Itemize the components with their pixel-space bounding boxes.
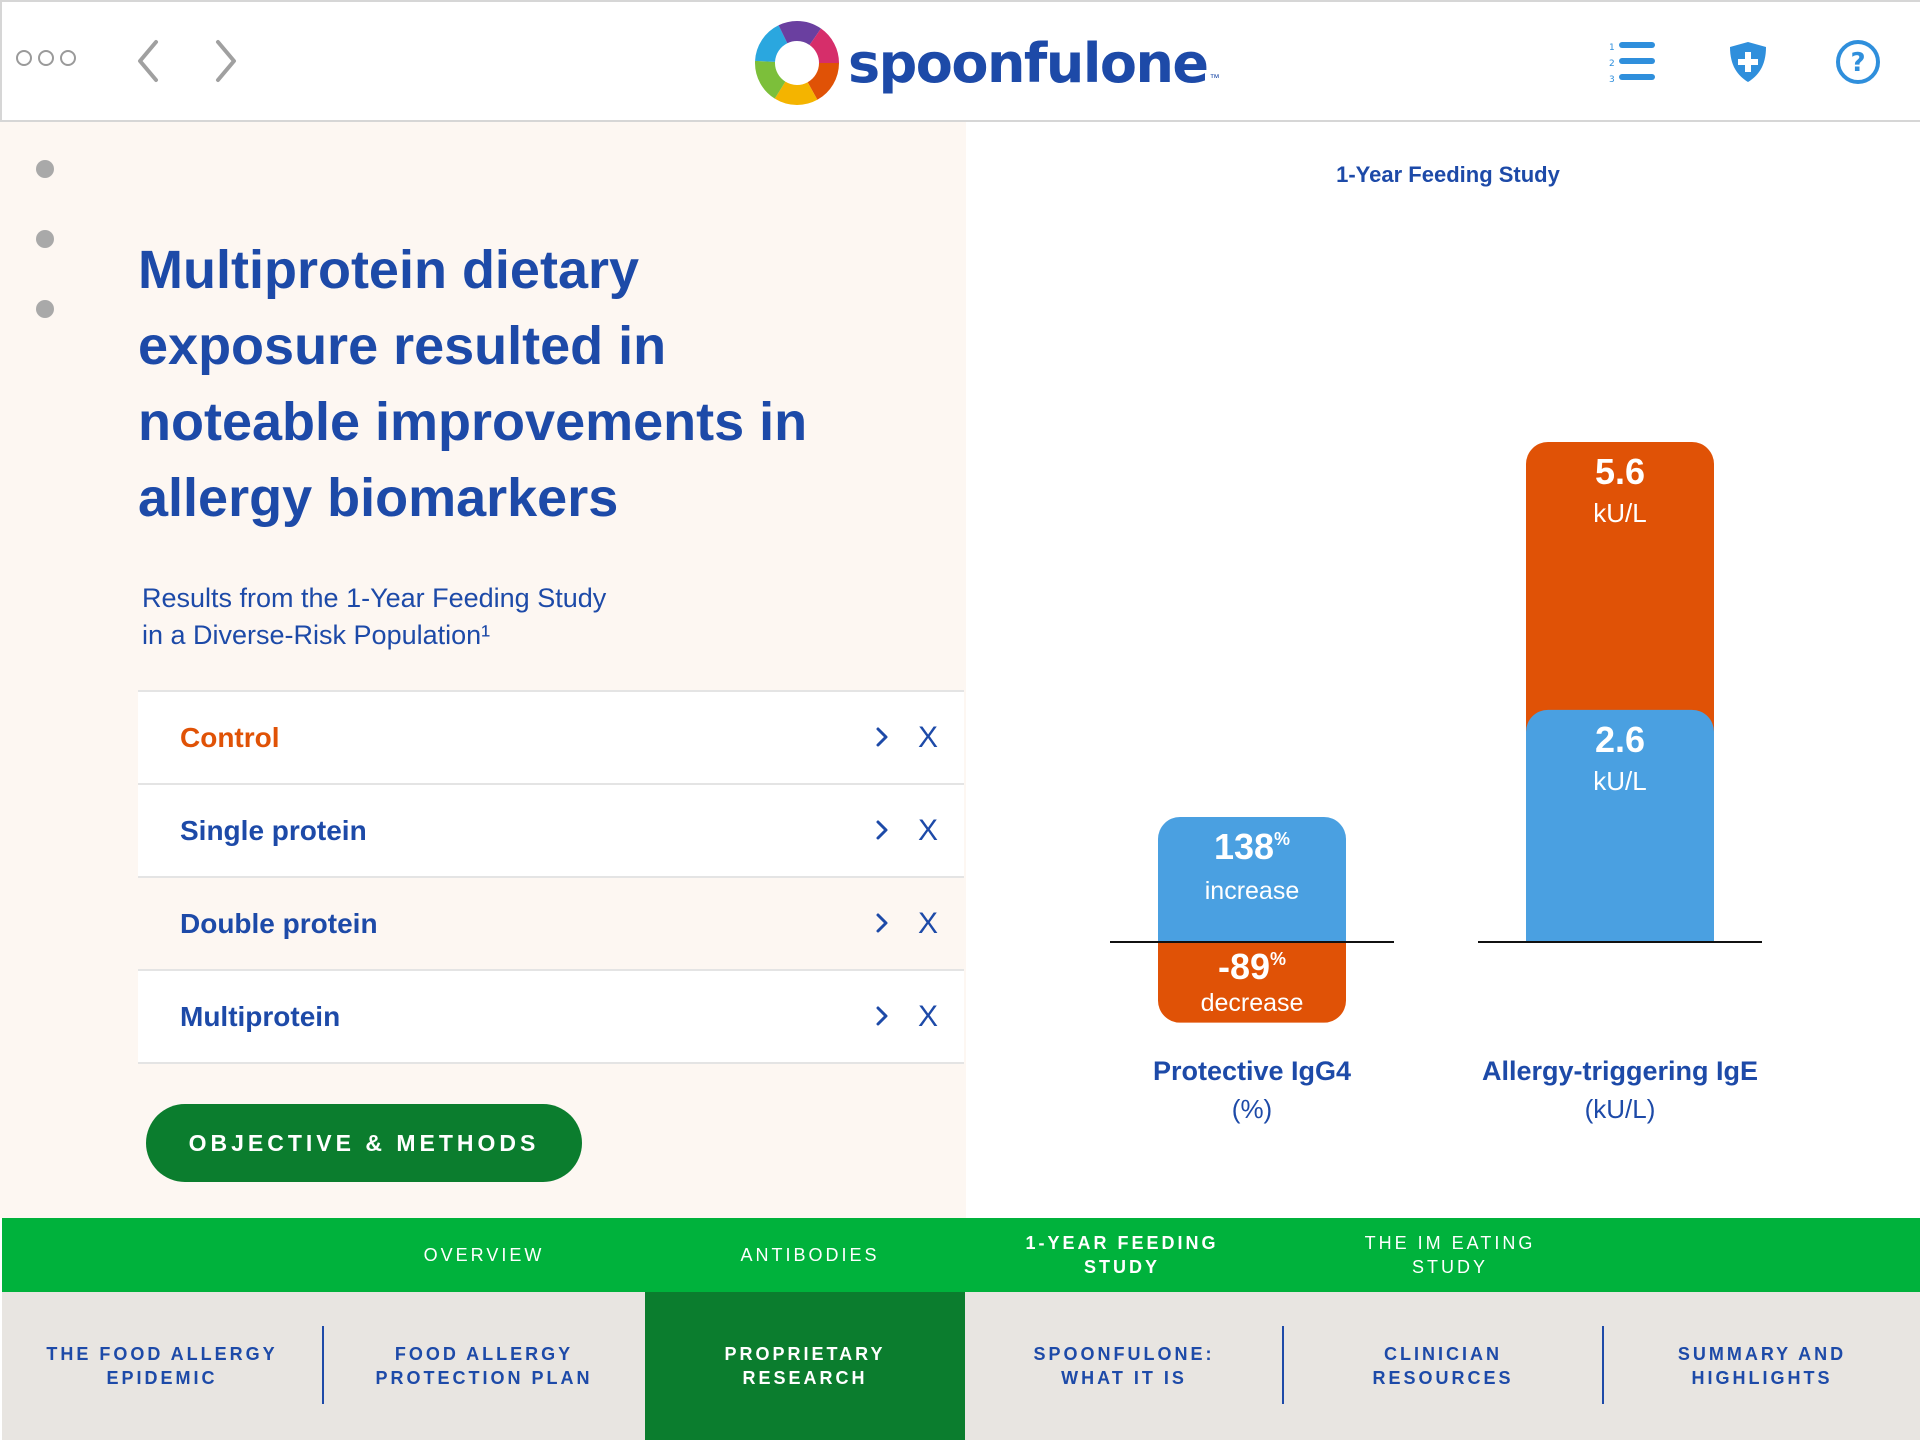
trademark: ™ xyxy=(1209,73,1220,84)
section-clinician-resources[interactable]: CLINICIAN RESOURCES xyxy=(1284,1292,1602,1440)
svg-text:1: 1 xyxy=(1609,43,1615,53)
page-indicator[interactable] xyxy=(36,160,54,370)
section-divider xyxy=(322,1326,324,1404)
svg-text:?: ? xyxy=(1850,48,1865,78)
chart-area: 1-Year Feeding Study 138% increase -89% dec… xyxy=(966,122,1920,1218)
page-dot[interactable] xyxy=(36,160,54,178)
page-title: Multiprotein dietary exposure resulted i… xyxy=(138,240,808,528)
subtitle-line: in a Diverse-Risk Population¹ xyxy=(142,620,491,650)
section-label: SPOONFULONE: WHAT IT IS xyxy=(1033,1344,1215,1388)
section-label: SUMMARY AND HIGHLIGHTS xyxy=(1677,1344,1847,1388)
section-food-allergy-protection-plan[interactable]: FOOD ALLERGY PROTECTION PLAN xyxy=(324,1292,644,1440)
top-bar: spoonfulone ™ 1 2 3 ? xyxy=(0,0,1920,122)
category-unit-label: (kU/L) xyxy=(1585,1094,1656,1124)
section-food-allergy-epidemic[interactable]: THE FOOD ALLERGY EPIDEMIC xyxy=(2,1292,322,1440)
chart-title: 1-Year Feeding Study xyxy=(1336,162,1560,187)
help-icon[interactable]: ? xyxy=(1834,38,1882,86)
numbered-list-icon[interactable]: 1 2 3 xyxy=(1608,38,1656,86)
sub-navigation-tabs: OVERVIEW ANTIBODIES 1-YEAR FEEDING STUDY… xyxy=(2,1218,1920,1292)
group-label: Control xyxy=(180,721,280,753)
logo-text: spoonfulone xyxy=(848,31,1209,95)
page-dot[interactable] xyxy=(36,230,54,248)
bar-ige-treatment xyxy=(1526,709,1714,942)
section-divider xyxy=(1282,1326,1284,1404)
group-row-double-protein[interactable]: Double protein X xyxy=(138,878,964,971)
data-sublabel-igg4-decrease: decrease xyxy=(1201,989,1304,1017)
tab-overview[interactable]: OVERVIEW xyxy=(334,1218,634,1292)
svg-text:3: 3 xyxy=(1609,75,1615,85)
data-label-ige-control: 5.6 xyxy=(1595,451,1645,492)
bar-igg4-decrease-top xyxy=(1158,942,1346,966)
bar-chart: 138%increase-89%decrease5.6kU/L2.6kU/LPr… xyxy=(1110,442,1762,1124)
shield-plus-icon[interactable] xyxy=(1724,38,1772,86)
tab-label: 1-YEAR FEEDING STUDY xyxy=(1025,1233,1219,1277)
data-sublabel-igg4-increase: increase xyxy=(1205,877,1300,905)
group-label: Single protein xyxy=(180,814,367,846)
chevron-right-icon[interactable] xyxy=(872,999,894,1033)
page-subtitle: Results from the 1-Year Feeding Study in… xyxy=(142,580,742,654)
data-sublabel-ige-treatment: kU/L xyxy=(1593,766,1646,796)
forward-arrow-icon[interactable] xyxy=(208,38,244,84)
close-icon[interactable]: X xyxy=(918,906,939,940)
study-group-list: Control X Single protein X Double protei… xyxy=(138,690,964,1064)
section-label: THE FOOD ALLERGY EPIDEMIC xyxy=(46,1344,278,1388)
bar-igg4-increase-base xyxy=(1158,918,1346,942)
section-label: CLINICIAN RESOURCES xyxy=(1372,1344,1514,1388)
tab-1-year-feeding-study[interactable]: 1-YEAR FEEDING STUDY xyxy=(1002,1218,1242,1292)
more-icon[interactable] xyxy=(16,50,76,66)
page-dot[interactable] xyxy=(36,300,54,318)
section-label: FOOD ALLERGY PROTECTION PLAN xyxy=(375,1344,593,1388)
content-panel: Multiprotein dietary exposure resulted i… xyxy=(0,122,966,1218)
bar-igg4-increase xyxy=(1158,817,1346,942)
group-row-multiprotein[interactable]: Multiprotein X xyxy=(138,971,964,1064)
category-label: Allergy-triggering IgE xyxy=(1482,1056,1758,1086)
section-label: PROPRIETARY RESEARCH xyxy=(724,1344,886,1388)
close-icon[interactable]: X xyxy=(918,720,939,754)
group-label: Multiprotein xyxy=(180,1000,341,1032)
objective-methods-button[interactable]: OBJECTIVE & METHODS xyxy=(146,1104,582,1182)
logo-mark-icon xyxy=(755,21,839,105)
spoonfulone-logo[interactable]: spoonfulone ™ xyxy=(754,20,1220,106)
data-sublabel-ige-control: kU/L xyxy=(1593,498,1646,528)
tab-im-eating-study[interactable]: THE IM EATING STUDY xyxy=(1330,1218,1570,1292)
section-spoonfulone-what-it-is[interactable]: SPOONFULONE: WHAT IT IS xyxy=(965,1292,1283,1440)
bar-ige-treatment-base xyxy=(1526,918,1714,942)
section-summary-highlights[interactable]: SUMMARY AND HIGHLIGHTS xyxy=(1604,1292,1920,1440)
section-divider xyxy=(1602,1326,1604,1404)
group-row-single-protein[interactable]: Single protein X xyxy=(138,785,964,878)
back-arrow-icon[interactable] xyxy=(130,38,166,84)
close-icon[interactable]: X xyxy=(918,999,939,1033)
tab-label: OVERVIEW xyxy=(423,1245,545,1265)
section-navigation: THE FOOD ALLERGY EPIDEMIC FOOD ALLERGY P… xyxy=(2,1292,1920,1440)
tab-label: THE IM EATING STUDY xyxy=(1364,1233,1536,1277)
category-unit-label: (%) xyxy=(1232,1094,1272,1124)
data-label-ige-treatment: 2.6 xyxy=(1595,719,1645,760)
chevron-right-icon[interactable] xyxy=(872,720,894,754)
chevron-right-icon[interactable] xyxy=(872,906,894,940)
svg-text:2: 2 xyxy=(1609,59,1615,69)
close-icon[interactable]: X xyxy=(918,813,939,847)
group-label: Double protein xyxy=(180,907,378,939)
tab-antibodies[interactable]: ANTIBODIES xyxy=(660,1218,960,1292)
category-label: Protective IgG4 xyxy=(1153,1056,1351,1086)
tab-label: ANTIBODIES xyxy=(740,1245,880,1265)
group-row-control[interactable]: Control X xyxy=(138,692,964,785)
section-proprietary-research[interactable]: PROPRIETARY RESEARCH xyxy=(645,1292,965,1440)
subtitle-line: Results from the 1-Year Feeding Study xyxy=(142,583,607,613)
chevron-right-icon[interactable] xyxy=(872,813,894,847)
